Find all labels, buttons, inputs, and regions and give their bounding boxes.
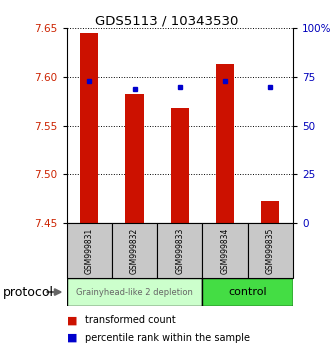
- Bar: [80, 33, 98, 223]
- Bar: [67, 223, 112, 278]
- Text: percentile rank within the sample: percentile rank within the sample: [85, 333, 250, 343]
- Text: GSM999834: GSM999834: [220, 227, 230, 274]
- Text: GSM999835: GSM999835: [266, 227, 275, 274]
- Bar: [216, 64, 234, 223]
- Bar: [171, 108, 189, 223]
- Bar: [248, 223, 293, 278]
- Text: ■: ■: [67, 333, 77, 343]
- Text: GSM999833: GSM999833: [175, 227, 184, 274]
- Bar: [202, 223, 248, 278]
- Text: ■: ■: [67, 315, 77, 325]
- Text: Grainyhead-like 2 depletion: Grainyhead-like 2 depletion: [76, 287, 193, 297]
- Bar: [202, 278, 293, 306]
- Text: control: control: [228, 287, 267, 297]
- Bar: [261, 201, 279, 223]
- Text: GSM999831: GSM999831: [85, 227, 94, 274]
- Bar: [112, 223, 157, 278]
- Text: protocol: protocol: [3, 286, 54, 298]
- Bar: [67, 278, 202, 306]
- Text: transformed count: transformed count: [85, 315, 176, 325]
- Bar: [157, 223, 202, 278]
- Text: GSM999832: GSM999832: [130, 227, 139, 274]
- Bar: [126, 93, 144, 223]
- Text: GDS5113 / 10343530: GDS5113 / 10343530: [95, 14, 238, 27]
